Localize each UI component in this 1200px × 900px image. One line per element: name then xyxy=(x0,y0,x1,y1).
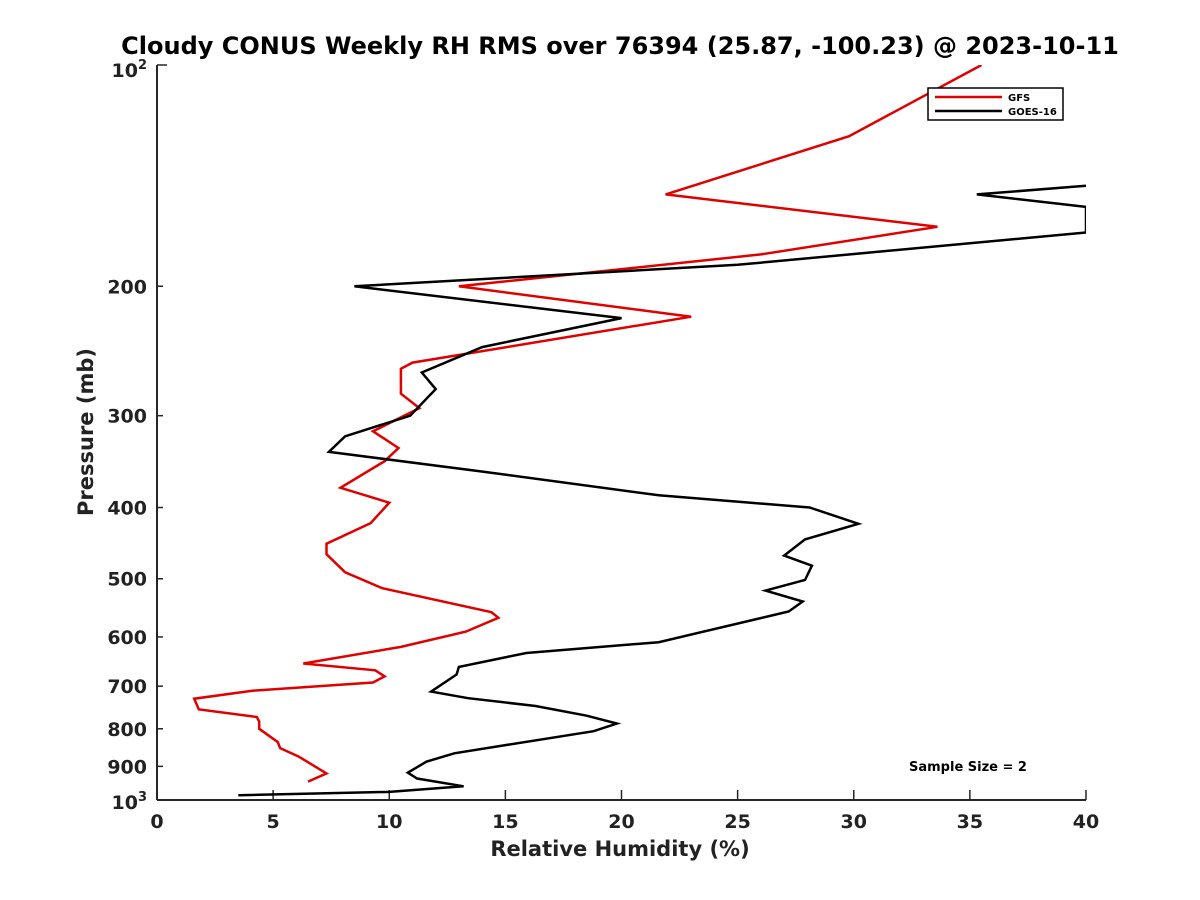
x-tick-label-35: 35 xyxy=(957,811,983,833)
y-ticks: 200 300 400 500 600 700 800 900 xyxy=(107,64,167,801)
y-tick-label-700: 700 xyxy=(107,676,147,698)
x-tick-label-20: 20 xyxy=(608,811,634,833)
y-tick-label-600: 600 xyxy=(107,627,147,649)
y-tick-label-800: 800 xyxy=(107,719,147,741)
series-line-gfs xyxy=(192,65,983,783)
y-tick-label-900: 900 xyxy=(107,756,147,778)
x-tick-label-0: 0 xyxy=(150,811,163,833)
x-axis-label: Relative Humidity (%) xyxy=(490,837,749,861)
y-tick-label-500: 500 xyxy=(107,569,147,591)
y-tick-label-400: 400 xyxy=(107,498,147,520)
y-axis-label: Pressure (mb) xyxy=(74,348,98,516)
legend: GFS GOES-16 xyxy=(927,87,1064,121)
x-tick-label-40: 40 xyxy=(1073,811,1099,833)
x-tick-label-30: 30 xyxy=(841,811,867,833)
y-tick-label-300: 300 xyxy=(107,406,147,428)
x-tick-label-25: 25 xyxy=(724,811,750,833)
y-tick-label-top: 102 xyxy=(112,58,148,82)
x-tick-label-15: 15 xyxy=(492,811,518,833)
chart-title: Cloudy CONUS Weekly RH RMS over 76394 (2… xyxy=(121,32,1119,60)
y-tick-label-bottom: 103 xyxy=(112,790,148,814)
legend-label-goes-16: GOES-16 xyxy=(1008,107,1057,118)
legend-label-gfs: GFS xyxy=(1008,93,1030,104)
series-layer xyxy=(192,65,1086,797)
y-tick-label-200: 200 xyxy=(107,276,147,298)
x-tick-label-10: 10 xyxy=(376,811,402,833)
sample-size-annotation: Sample Size = 2 xyxy=(909,760,1027,775)
x-ticks: 0 5 10 15 20 25 30 35 40 xyxy=(150,790,1099,833)
x-tick-label-5: 5 xyxy=(267,811,280,833)
legend-box xyxy=(927,87,1064,121)
series-line-goes-16 xyxy=(238,184,1086,797)
